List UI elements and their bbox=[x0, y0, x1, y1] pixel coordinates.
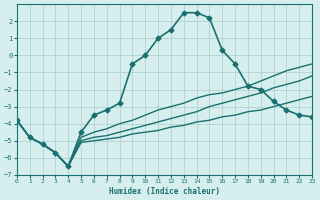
X-axis label: Humidex (Indice chaleur): Humidex (Indice chaleur) bbox=[109, 187, 220, 196]
